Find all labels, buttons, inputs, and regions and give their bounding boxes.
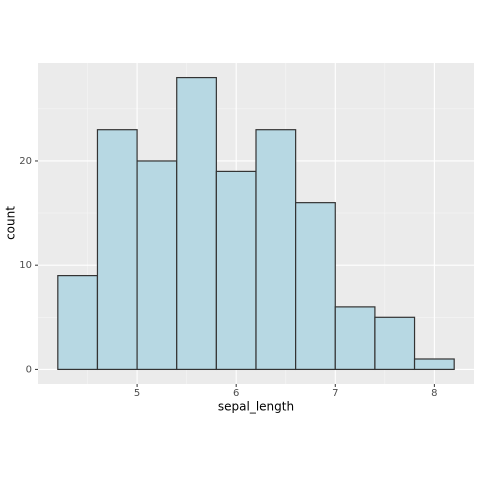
- x-tick-label: 7: [332, 388, 338, 399]
- bar: [215, 170, 257, 371]
- y-axis-title: count: [4, 206, 18, 240]
- bar: [136, 160, 178, 371]
- bar: [176, 76, 217, 371]
- bar: [334, 306, 376, 371]
- bar: [413, 358, 455, 371]
- y-tick-label: 10: [19, 260, 32, 271]
- bar: [374, 316, 416, 371]
- y-tick-label: 0: [26, 364, 32, 375]
- x-axis-title: sepal_length: [218, 400, 294, 414]
- x-tick-label: 6: [233, 388, 239, 399]
- bar: [255, 129, 297, 371]
- x-tick-label: 5: [134, 388, 140, 399]
- bar: [295, 202, 336, 371]
- x-tick-label: 8: [431, 388, 437, 399]
- y-tick-label: 20: [19, 156, 32, 167]
- bar: [96, 129, 138, 371]
- bar: [57, 275, 99, 371]
